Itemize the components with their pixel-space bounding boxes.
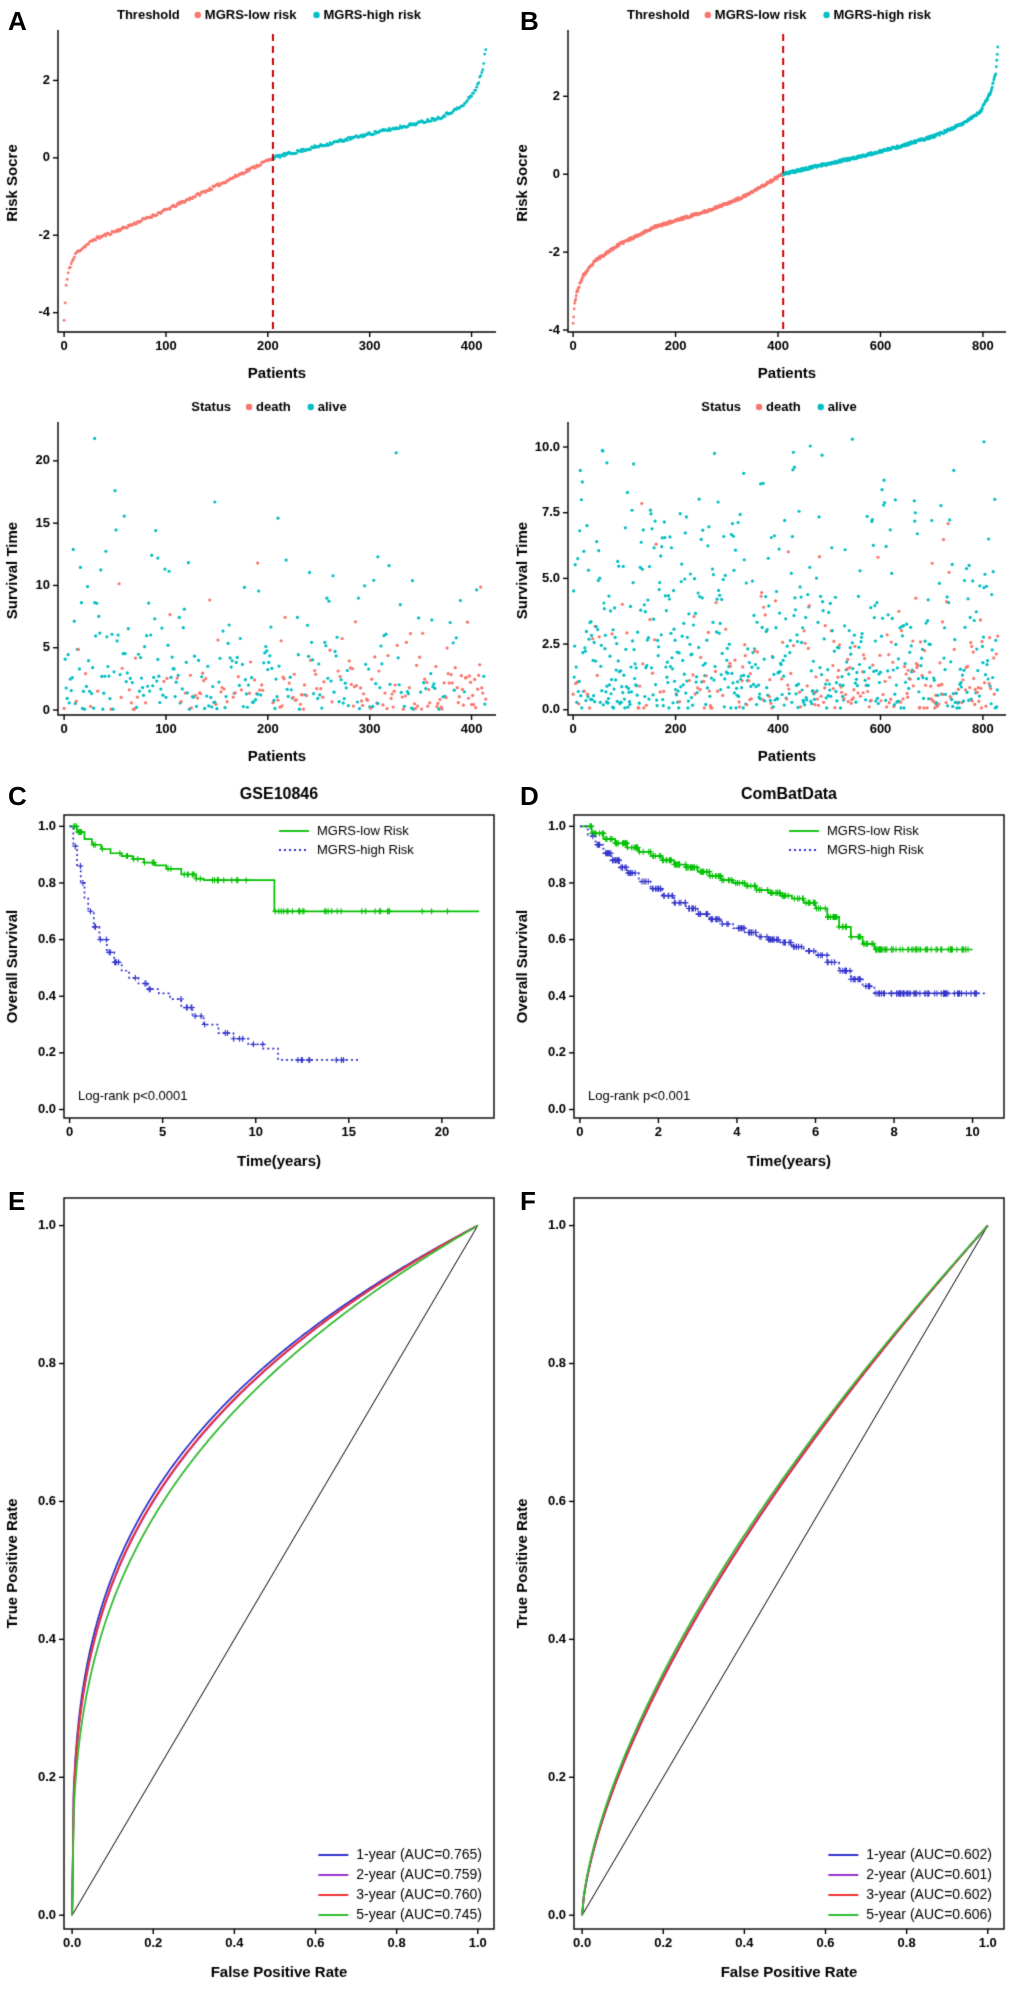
panel-label-c: C	[8, 781, 27, 811]
survival-time-plot-gse10846	[0, 392, 510, 775]
roc-plot-combatdata	[510, 1180, 1020, 1991]
risk-score-plot-combatdata	[510, 0, 1020, 392]
panel-label-b: B	[520, 6, 539, 36]
panel-label-a: A	[8, 6, 27, 36]
risk-score-plot-gse10846	[0, 0, 510, 392]
panel-label-f: F	[520, 1186, 536, 1216]
km-plot-combatdata	[510, 775, 1020, 1180]
panel-label-d: D	[520, 781, 539, 811]
survival-time-plot-combatdata	[510, 392, 1020, 775]
panel-label-e: E	[8, 1186, 26, 1216]
roc-plot-gse10846	[0, 1180, 510, 1991]
km-plot-gse10846	[0, 775, 510, 1180]
